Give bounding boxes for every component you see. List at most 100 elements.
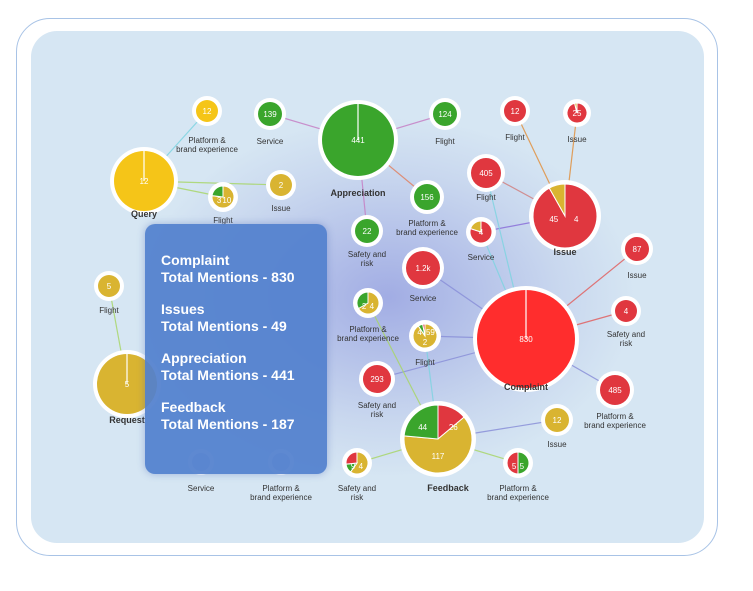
node-value: 405 — [479, 169, 493, 178]
node-label: Platform & — [499, 484, 537, 493]
node-label: Service — [468, 253, 495, 262]
node-label: Platform & — [596, 412, 634, 421]
node-c-platform[interactable]: 485 Platform &brand experience — [584, 371, 646, 430]
node-label: risk — [351, 493, 364, 502]
node-label: Platform & — [349, 325, 387, 334]
node-i-service[interactable]: 4 Service — [466, 217, 496, 262]
slice-red — [363, 365, 391, 393]
slice-red — [600, 375, 630, 405]
node-value: 2 — [362, 302, 367, 311]
slice-green — [355, 219, 379, 243]
node-c-service[interactable]: 1.2k Service — [402, 247, 444, 303]
node-value: 1.2k — [415, 264, 431, 273]
node-i-flight[interactable]: 12 Flight — [500, 96, 530, 142]
node-appreciation[interactable]: 441 Appreciation — [318, 100, 398, 198]
node-value: 12 — [140, 177, 149, 186]
node-value: 59 — [426, 328, 435, 337]
node-value: 4 — [417, 328, 422, 337]
tooltip-entry-complaint: Complaint Total Mentions - 830 — [161, 252, 327, 286]
node-feedback[interactable]: 26 117 44 Feedback — [400, 401, 476, 493]
node-a-flight[interactable]: 124 Flight — [429, 98, 461, 146]
slice-gold — [98, 275, 120, 297]
node-i-issue[interactable]: 25 Issue — [563, 99, 591, 144]
node-label: Service — [257, 137, 284, 146]
node-value: 45 — [549, 215, 558, 224]
node-f-issue[interactable]: 12 Issue — [541, 404, 573, 449]
slice-gold — [357, 291, 380, 315]
slice-red — [615, 300, 637, 322]
node-label: brand experience — [396, 228, 458, 237]
node-label: brand experience — [584, 421, 646, 430]
slice-red — [504, 100, 526, 122]
node-label: Appreciation — [330, 188, 385, 198]
node-value: 12 — [511, 107, 520, 116]
node-complaint[interactable]: 830 Complaint — [473, 286, 579, 392]
node-value: 293 — [370, 375, 384, 384]
node-label: Query — [131, 209, 157, 219]
node-value: 10 — [222, 196, 231, 205]
node-f-platform[interactable]: 2 4 Platform &brand experience — [337, 288, 399, 343]
node-value: 156 — [420, 193, 434, 202]
node-value: 485 — [608, 386, 622, 395]
node-value: 25 — [573, 109, 582, 118]
node-label: Safety and — [358, 401, 396, 410]
node-label: brand experience — [487, 493, 549, 502]
slice-red — [625, 237, 649, 261]
node-value: 3 — [217, 196, 222, 205]
tooltip-name: Complaint — [161, 252, 230, 268]
node-value: 4 — [359, 462, 364, 471]
node-label: brand experience — [176, 145, 238, 154]
tooltip: Complaint Total Mentions - 830 Issues To… — [145, 224, 327, 474]
node-value: 87 — [633, 245, 642, 254]
node-q-flight[interactable]: 3 10 Flight — [208, 182, 238, 225]
node-label: Flight — [415, 358, 435, 367]
node-label: risk — [361, 259, 374, 268]
node-value: 5 — [107, 282, 112, 291]
node-query[interactable]: 12 Query — [110, 147, 178, 219]
tooltip-mentions: Total Mentions - 49 — [161, 318, 287, 334]
node-value: 117 — [432, 452, 445, 461]
node-a-service[interactable]: 139 Service — [254, 98, 286, 146]
node-f-platform3[interactable]: 5 5 Platform &brand experience — [487, 448, 549, 502]
slice-red — [406, 251, 440, 285]
node-value: 2 — [423, 338, 428, 347]
node-value: 139 — [263, 110, 277, 119]
slice-yellow — [196, 100, 218, 122]
node-c-flight[interactable]: 405 Flight — [467, 154, 505, 202]
node-c-issue[interactable]: 87 Issue — [621, 233, 653, 280]
node-issue[interactable]: 45 4 Issue — [529, 180, 601, 257]
node-label: risk — [620, 339, 633, 348]
tooltip-mentions: Total Mentions - 187 — [161, 416, 295, 432]
network-canvas[interactable]: 441 Appreciation 12 Query 45 4 Issue 830 Complai… — [31, 31, 704, 543]
node-label: Flight — [99, 306, 119, 315]
slice-red — [345, 451, 358, 465]
slice-gold — [349, 451, 369, 475]
node-value: 4 — [624, 307, 629, 316]
tooltip-entry-issues: Issues Total Mentions - 49 — [161, 301, 327, 335]
node-label: Service — [188, 484, 215, 493]
node-request[interactable]: 5 Request — [93, 350, 161, 425]
node-value: 441 — [351, 136, 365, 145]
node-q-issue[interactable]: 2 Issue — [266, 170, 296, 213]
node-q-platform[interactable]: 12 Platform &brand experience — [176, 96, 238, 154]
slice-green — [403, 404, 439, 440]
node-value: 5 — [512, 462, 517, 471]
node-label: Flight — [213, 216, 233, 225]
slice-green — [433, 102, 457, 126]
node-value: 4 — [574, 215, 579, 224]
slice-red — [471, 158, 501, 188]
slice-green — [211, 185, 224, 198]
node-a-platform[interactable]: 156 Platform &brand experience — [396, 180, 458, 237]
tooltip-mentions: Total Mentions - 441 — [161, 367, 295, 383]
node-r-flight[interactable]: 5 Flight — [94, 271, 124, 315]
slice-gold — [403, 416, 473, 474]
node-value: 26 — [449, 423, 458, 432]
tooltip-name: Feedback — [161, 399, 226, 415]
node-label: Issue — [547, 440, 567, 449]
